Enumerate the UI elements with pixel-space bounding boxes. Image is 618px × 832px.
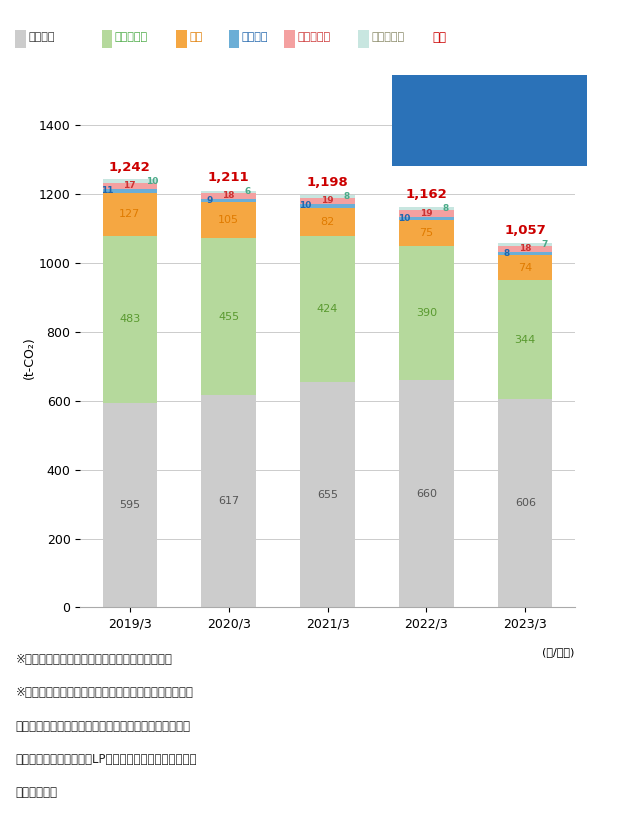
Bar (103, 236, 157, 403)
Bar (201, 238, 256, 395)
Text: 127: 127 (119, 210, 140, 220)
Text: 本社: 本社 (189, 32, 202, 42)
Text: 3月期比: 3月期比 (475, 111, 505, 125)
Text: 74: 74 (518, 263, 533, 273)
Text: 660: 660 (416, 488, 437, 498)
Bar (103, 403, 157, 607)
Bar (498, 246, 552, 252)
Text: 1,057: 1,057 (504, 225, 546, 237)
Text: 424: 424 (317, 304, 338, 314)
Text: 九州営業所: 九州営業所 (371, 32, 405, 42)
Bar (300, 208, 355, 236)
Text: 総合研究所: 総合研究所 (115, 32, 148, 42)
Text: 1,211: 1,211 (208, 171, 250, 184)
Text: 2014年: 2014年 (470, 86, 509, 99)
Text: 344: 344 (515, 334, 536, 344)
Bar (300, 198, 355, 204)
Text: 455: 455 (218, 312, 239, 322)
Bar (399, 380, 454, 607)
Bar (498, 255, 552, 280)
Text: ※算出には、東北電力、東京電力エナジーパートナー、: ※算出には、東北電力、東京電力エナジーパートナー、 (15, 686, 193, 700)
Text: 18: 18 (222, 191, 235, 201)
Bar (399, 220, 454, 246)
Bar (399, 210, 454, 216)
Text: 18: 18 (519, 245, 531, 254)
Text: 関西電力、中部電力、九州電力、上越市ガス水道局、: 関西電力、中部電力、九州電力、上越市ガス水道局、 (15, 720, 190, 733)
Text: 390: 390 (416, 308, 437, 318)
Text: 大阪支店: 大阪支店 (242, 32, 268, 42)
Y-axis label: (t-CO₂): (t-CO₂) (23, 336, 36, 379)
Bar (300, 236, 355, 382)
Bar (201, 395, 256, 607)
Text: 1,242: 1,242 (109, 161, 151, 174)
Bar (300, 195, 355, 198)
Text: ※各拠点の電気とガスを対象に算出しています。: ※各拠点の電気とガスを対象に算出しています。 (15, 653, 172, 666)
Text: しました。: しました。 (15, 786, 57, 800)
Text: 8: 8 (442, 204, 449, 213)
Text: 483: 483 (119, 314, 140, 324)
Text: 6: 6 (245, 187, 251, 196)
Bar (498, 252, 552, 255)
Text: 1,198: 1,198 (307, 176, 349, 189)
Text: 17: 17 (124, 181, 136, 191)
Bar (399, 207, 454, 210)
Text: 19: 19 (321, 196, 334, 206)
Text: 606: 606 (515, 498, 536, 508)
Text: 生産本部: 生産本部 (28, 32, 55, 42)
Bar (498, 280, 552, 399)
Text: 1,162: 1,162 (405, 188, 447, 201)
Bar (201, 191, 256, 193)
Bar (201, 193, 256, 199)
Bar (103, 180, 157, 183)
Bar (103, 183, 157, 189)
Text: 10: 10 (146, 176, 158, 186)
Text: 27.0%減: 27.0%減 (453, 141, 527, 159)
Text: 11: 11 (101, 186, 114, 196)
Text: 名古屋支店: 名古屋支店 (297, 32, 331, 42)
Bar (399, 216, 454, 220)
Text: 8: 8 (503, 249, 509, 258)
Text: 617: 617 (218, 496, 239, 506)
Bar (103, 189, 157, 192)
Bar (498, 244, 552, 246)
Text: 655: 655 (317, 489, 338, 499)
Text: 10: 10 (398, 214, 410, 223)
Text: 105: 105 (218, 215, 239, 225)
Bar (103, 192, 157, 236)
Text: 75: 75 (420, 228, 433, 238)
Text: 19: 19 (420, 209, 433, 218)
Bar (300, 204, 355, 208)
Bar (498, 399, 552, 607)
Bar (201, 202, 256, 238)
Text: (年/月期): (年/月期) (543, 647, 575, 657)
Text: 東邦ガス、東京ガス、LPガス協会などの各係数を使用: 東邦ガス、東京ガス、LPガス協会などの各係数を使用 (15, 753, 197, 766)
Text: 7: 7 (541, 240, 548, 249)
Text: 595: 595 (119, 500, 140, 510)
Text: 合計: 合計 (433, 31, 447, 44)
Text: 9: 9 (206, 196, 213, 206)
Text: 8: 8 (344, 192, 350, 201)
Bar (300, 382, 355, 607)
Bar (399, 246, 454, 380)
Text: 10: 10 (299, 201, 311, 210)
Bar (201, 199, 256, 202)
Text: 82: 82 (320, 217, 335, 227)
